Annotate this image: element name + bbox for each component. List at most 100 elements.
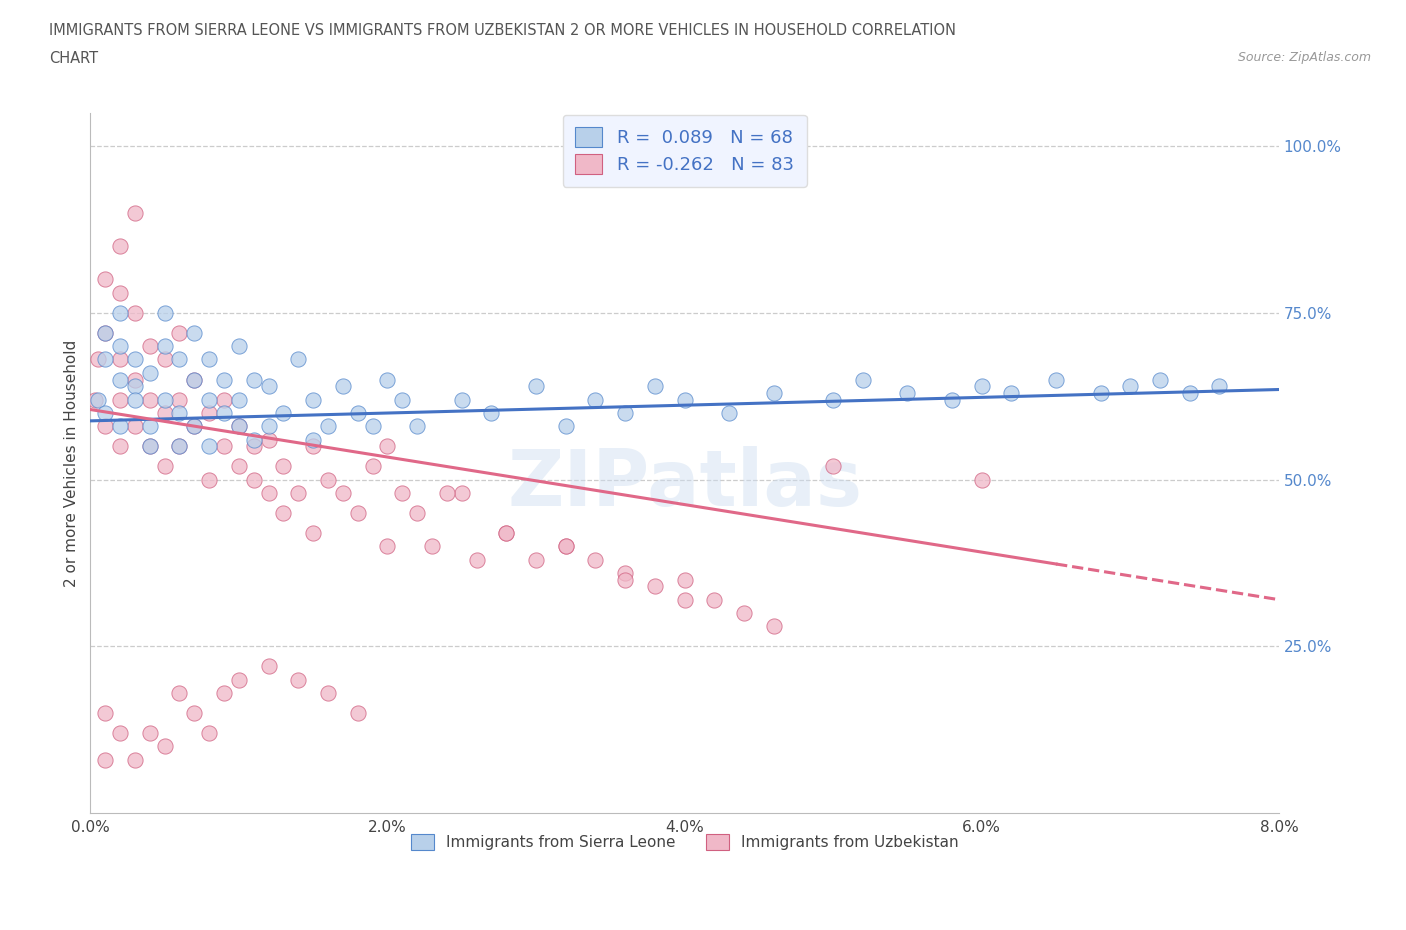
Point <box>139 392 162 407</box>
Point <box>198 352 221 367</box>
Point <box>436 485 458 500</box>
Point <box>302 432 325 447</box>
Point <box>585 552 607 567</box>
Text: CHART: CHART <box>49 51 98 66</box>
Point <box>198 392 221 407</box>
Point <box>718 405 741 420</box>
Point <box>153 339 176 353</box>
Point <box>212 685 235 700</box>
Point <box>87 352 110 367</box>
Y-axis label: 2 or more Vehicles in Household: 2 or more Vehicles in Household <box>65 339 79 587</box>
Point <box>153 305 176 320</box>
Point <box>450 485 472 500</box>
Point <box>94 405 117 420</box>
Point <box>153 352 176 367</box>
Legend: Immigrants from Sierra Leone, Immigrants from Uzbekistan: Immigrants from Sierra Leone, Immigrants… <box>404 826 966 858</box>
Point <box>1178 385 1201 400</box>
Point <box>153 739 176 754</box>
Point <box>762 385 785 400</box>
Text: IMMIGRANTS FROM SIERRA LEONE VS IMMIGRANTS FROM UZBEKISTAN 2 OR MORE VEHICLES IN: IMMIGRANTS FROM SIERRA LEONE VS IMMIGRAN… <box>49 23 956 38</box>
Point <box>941 392 963 407</box>
Point <box>361 418 384 433</box>
Point <box>257 418 280 433</box>
Point <box>644 379 666 393</box>
Point <box>124 305 146 320</box>
Point <box>332 485 354 500</box>
Point <box>139 439 162 454</box>
Point <box>614 572 637 587</box>
Point <box>377 439 399 454</box>
Point <box>124 206 146 220</box>
Point <box>139 418 162 433</box>
Point <box>823 392 845 407</box>
Point <box>1000 385 1022 400</box>
Point <box>524 552 547 567</box>
Point <box>242 472 264 487</box>
Point <box>481 405 503 420</box>
Point <box>94 326 117 340</box>
Point <box>1090 385 1112 400</box>
Point <box>212 405 235 420</box>
Point <box>183 418 205 433</box>
Point <box>183 706 205 721</box>
Point <box>169 392 191 407</box>
Point <box>524 379 547 393</box>
Point <box>554 538 576 553</box>
Point <box>183 372 205 387</box>
Point <box>614 565 637 580</box>
Point <box>361 458 384 473</box>
Point <box>644 578 666 593</box>
Point <box>703 592 725 607</box>
Point <box>139 339 162 353</box>
Point <box>377 372 399 387</box>
Point <box>554 538 576 553</box>
Text: ZIPatlas: ZIPatlas <box>508 445 862 522</box>
Point <box>406 418 429 433</box>
Point <box>614 405 637 420</box>
Point <box>332 379 354 393</box>
Point <box>94 706 117 721</box>
Point <box>228 339 250 353</box>
Point <box>896 385 918 400</box>
Point <box>495 525 517 540</box>
Point <box>1045 372 1067 387</box>
Point <box>733 605 755 620</box>
Point <box>169 352 191 367</box>
Point <box>169 439 191 454</box>
Point <box>852 372 875 387</box>
Point <box>585 392 607 407</box>
Point <box>108 725 131 740</box>
Point <box>183 326 205 340</box>
Point <box>94 326 117 340</box>
Point <box>87 392 110 407</box>
Point <box>1149 372 1171 387</box>
Point <box>108 439 131 454</box>
Point <box>273 458 295 473</box>
Point <box>762 618 785 633</box>
Point <box>124 372 146 387</box>
Point <box>242 372 264 387</box>
Point <box>673 572 696 587</box>
Point <box>169 326 191 340</box>
Point <box>108 372 131 387</box>
Point <box>420 538 443 553</box>
Point <box>153 458 176 473</box>
Point <box>94 752 117 767</box>
Point <box>257 659 280 674</box>
Point <box>228 418 250 433</box>
Point <box>94 272 117 286</box>
Point <box>970 379 993 393</box>
Text: Source: ZipAtlas.com: Source: ZipAtlas.com <box>1237 51 1371 64</box>
Point <box>139 365 162 380</box>
Point <box>212 439 235 454</box>
Point <box>183 372 205 387</box>
Point <box>302 525 325 540</box>
Point <box>273 405 295 420</box>
Point <box>257 379 280 393</box>
Point <box>169 439 191 454</box>
Point <box>212 392 235 407</box>
Point <box>406 506 429 521</box>
Point <box>124 418 146 433</box>
Point <box>391 485 413 500</box>
Point <box>302 439 325 454</box>
